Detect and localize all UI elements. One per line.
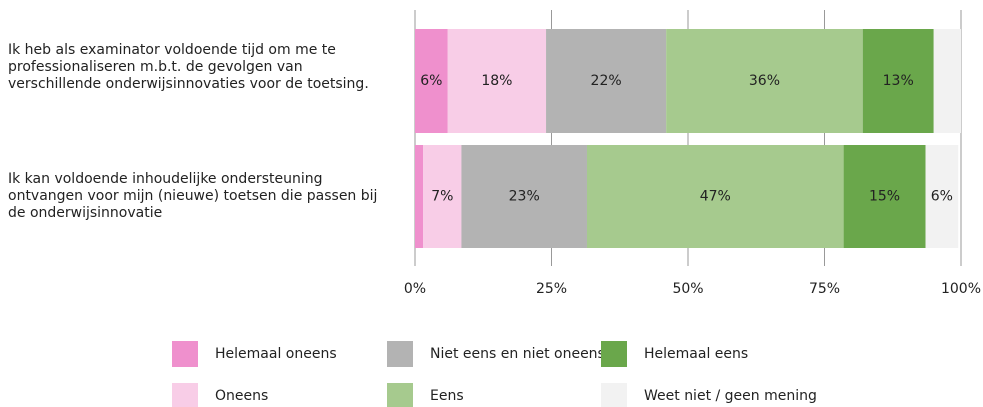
bar-segment <box>843 145 926 248</box>
legend-swatch <box>601 341 627 367</box>
x-tick-label: 100% <box>941 281 981 297</box>
data-label: 15% <box>869 189 900 205</box>
bar-segment <box>586 145 844 248</box>
bar-segment <box>415 145 424 248</box>
legend-label: Niet eens en niet oneens <box>430 346 605 362</box>
x-tick-label: 75% <box>809 281 840 297</box>
category-label: Ik heb als examinator voldoende tijd om … <box>8 42 369 92</box>
bar-segment <box>666 29 863 133</box>
data-label: 47% <box>700 189 731 205</box>
legend-label: Oneens <box>215 388 268 404</box>
data-label: 6% <box>420 73 442 89</box>
legend-label: Eens <box>430 388 464 404</box>
data-label: 13% <box>883 73 914 89</box>
data-label: 6% <box>931 189 953 205</box>
data-label: 23% <box>509 189 540 205</box>
bar-segment <box>933 29 961 133</box>
bar-segment <box>423 145 462 248</box>
bar-segment <box>546 29 667 133</box>
x-tick-label: 50% <box>672 281 703 297</box>
bar-segment <box>461 145 587 248</box>
data-label: 18% <box>481 73 512 89</box>
bar-segment <box>447 29 547 133</box>
x-tick-label: 25% <box>536 281 567 297</box>
legend-swatch <box>387 341 413 367</box>
legend-swatch <box>601 383 627 407</box>
data-label: 22% <box>591 73 622 89</box>
legend-swatch <box>387 383 413 407</box>
x-tick-label: 0% <box>404 281 426 297</box>
legend-label: Weet niet / geen mening <box>644 388 817 404</box>
data-label: 36% <box>749 73 780 89</box>
legend-swatch <box>172 341 198 367</box>
data-label: 7% <box>431 189 453 205</box>
legend-label: Helemaal oneens <box>215 346 337 362</box>
legend-swatch <box>172 383 198 407</box>
bar-segment <box>925 145 959 248</box>
category-label: Ik kan voldoende inhoudelijke ondersteun… <box>8 171 378 221</box>
bar-segment <box>415 29 448 133</box>
legend-label: Helemaal eens <box>644 346 748 362</box>
bar-segment <box>862 29 934 133</box>
